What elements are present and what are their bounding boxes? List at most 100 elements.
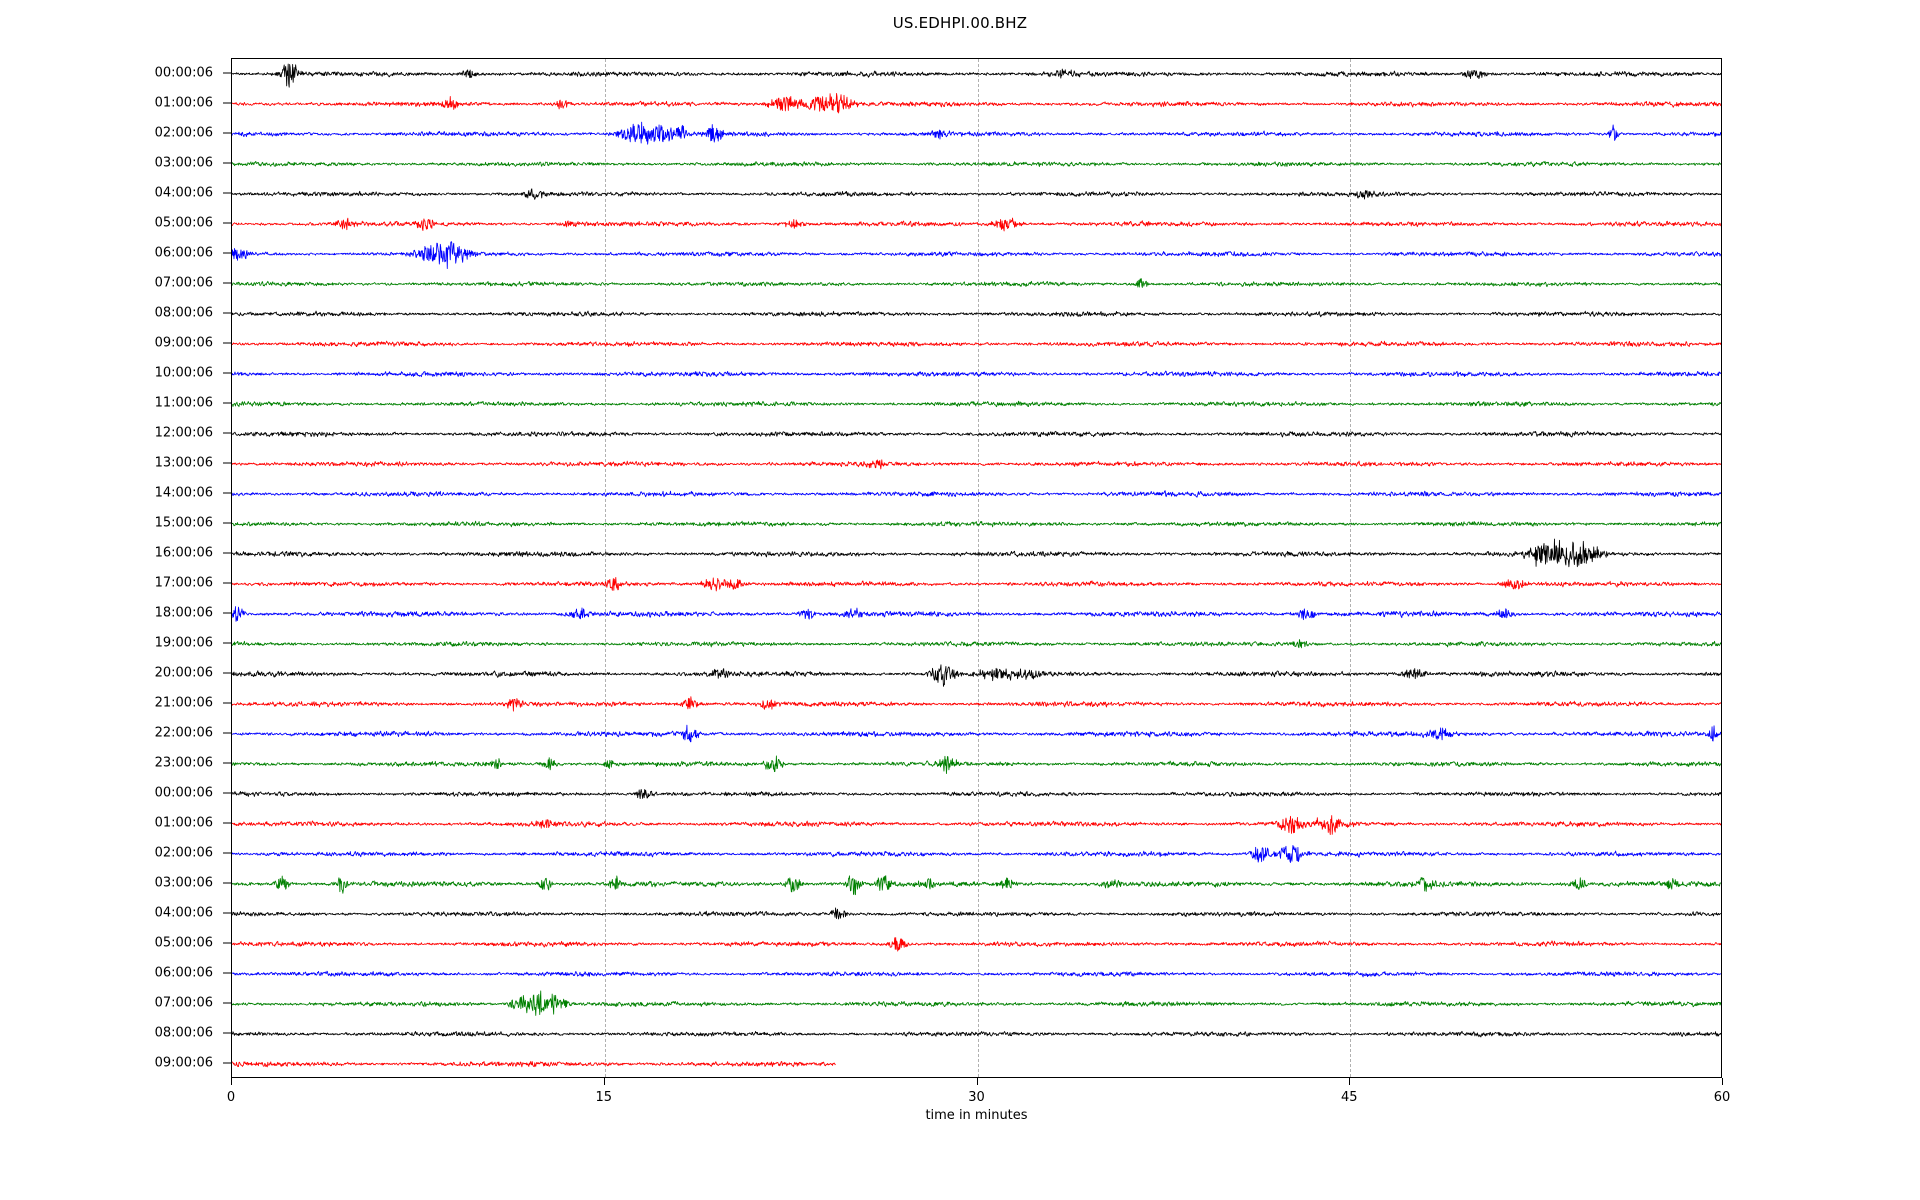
plot-area [231,58,1722,1078]
y-tick-label: 05:00:06 [154,215,213,231]
y-tick-label: 23:00:06 [154,755,213,771]
trace-15-00-06-15 [232,520,1721,528]
trace-14-00-06-14 [232,490,1721,498]
y-tick-mark [223,1062,231,1064]
y-tick-mark [223,822,231,824]
trace-03-00-06-27 [232,875,1721,896]
trace-05-00-06-29 [232,937,1721,952]
y-tick-label: 09:00:06 [154,1055,213,1071]
y-tick-mark [223,972,231,974]
y-tick-mark [223,1002,231,1004]
trace-11-00-06-11 [232,400,1721,408]
y-tick-mark [223,1032,231,1034]
y-tick-mark [223,72,231,74]
y-tick-mark [223,552,231,554]
y-tick-mark [223,942,231,944]
y-tick-label: 07:00:06 [154,995,213,1011]
trace-08-00-06-32 [232,1030,1721,1038]
y-tick-label: 14:00:06 [154,485,213,501]
y-tick-mark [223,402,231,404]
trace-01-00-06-25 [232,815,1721,835]
trace-01-00-06-1 [232,92,1721,114]
x-tick-mark [603,1078,605,1085]
trace-08-00-06-8 [232,310,1721,318]
y-tick-label: 02:00:06 [154,845,213,861]
trace-00-00-06-0 [232,63,1721,88]
trace-18-00-06-18 [232,606,1721,622]
y-tick-label: 08:00:06 [154,1025,213,1041]
x-tick-mark [976,1078,978,1085]
y-tick-label: 21:00:06 [154,695,213,711]
x-axis-title: time in minutes [925,1108,1028,1123]
trace-09-00-06-9 [232,340,1721,348]
x-tick-label: 0 [226,1090,236,1105]
y-tick-label: 15:00:06 [154,515,213,531]
y-tick-mark [223,492,231,494]
y-tick-label: 05:00:06 [154,935,213,951]
y-tick-label: 00:00:06 [154,65,213,81]
y-tick-mark [223,672,231,674]
trace-07-00-06-7 [232,278,1721,288]
trace-17-00-06-17 [232,577,1721,592]
trace-06-00-06-6 [232,241,1721,269]
y-tick-mark [223,432,231,434]
trace-06-00-06-30 [232,970,1721,978]
y-tick-mark [223,522,231,524]
y-tick-mark [223,762,231,764]
trace-02-00-06-26 [232,844,1721,863]
y-tick-mark [223,732,231,734]
y-tick-mark [223,912,231,914]
y-tick-mark [223,222,231,224]
y-tick-mark [223,342,231,344]
x-axis-tick-labels: 0 15 30 45 60 [227,1078,1730,1118]
y-tick-label: 11:00:06 [154,395,213,411]
y-tick-mark [223,642,231,644]
x-tick-mark [1722,1078,1723,1085]
x-tick-mark [1349,1078,1351,1085]
y-tick-label: 04:00:06 [154,185,213,201]
trace-22-00-06-22 [232,724,1721,743]
x-tick-label: 60 [1713,1090,1731,1105]
page-title: US.EDHPI.00.BHZ [892,14,1028,32]
y-tick-mark [223,252,231,254]
gridline-30 [977,59,979,1077]
y-tick-label: 09:00:06 [154,335,213,351]
y-tick-label: 02:00:06 [154,125,213,141]
y-tick-mark [223,192,231,194]
gridline-45 [1350,59,1352,1077]
trace-04-00-06-4 [232,188,1721,200]
y-tick-mark [223,372,231,374]
trace-07-00-06-31 [232,990,1721,1016]
y-tick-label: 00:00:06 [154,785,213,801]
x-tick-label: 15 [595,1090,613,1105]
y-tick-label: 12:00:06 [154,425,213,441]
y-tick-label: 10:00:06 [154,365,213,381]
y-tick-mark [223,792,231,794]
y-tick-label: 01:00:06 [154,95,213,111]
trace-04-00-06-28 [232,907,1721,920]
y-tick-mark [223,132,231,134]
y-tick-mark [223,582,231,584]
trace-19-00-06-19 [232,639,1721,649]
y-tick-label: 22:00:06 [154,725,213,741]
trace-12-00-06-12 [232,430,1721,438]
y-tick-mark [223,702,231,704]
trace-02-00-06-2 [232,121,1721,145]
y-tick-label: 18:00:06 [154,605,213,621]
y-tick-label: 06:00:06 [154,965,213,981]
y-tick-label: 20:00:06 [154,665,213,681]
x-tick-label: 30 [968,1090,985,1105]
y-tick-mark [223,612,231,614]
trace-10-00-06-10 [232,370,1721,378]
y-tick-label: 19:00:06 [154,635,213,651]
trace-09-00-06-33 [232,1060,836,1068]
trace-20-00-06-20 [232,664,1721,687]
trace-03-00-06-3 [232,160,1721,168]
y-tick-label: 08:00:06 [154,305,213,321]
y-tick-label: 03:00:06 [154,875,213,891]
trace-05-00-06-5 [232,217,1721,232]
y-tick-label: 16:00:06 [154,545,213,561]
seismogram-traces [232,63,1721,1068]
y-tick-label: 07:00:06 [154,275,213,291]
